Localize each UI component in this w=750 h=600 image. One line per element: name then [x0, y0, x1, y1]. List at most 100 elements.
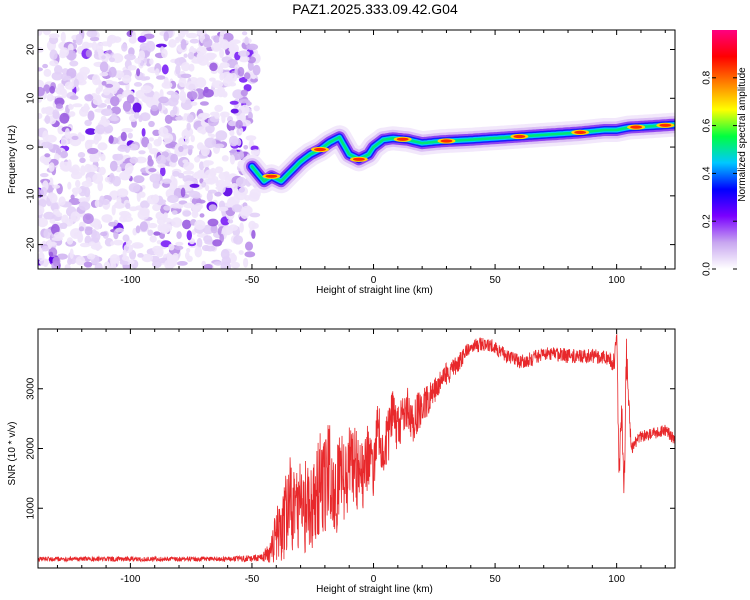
spectrogram-noise-blob: [38, 95, 43, 103]
spectrogram-noise-blob: [184, 135, 190, 144]
spectrogram-noise-blob: [40, 173, 49, 178]
spectrogram-noise-blob: [122, 234, 130, 242]
spectrogram-noise-blob: [229, 72, 238, 82]
spectrogram-hot-core: [396, 137, 409, 141]
spectrogram-noise-blob: [38, 86, 45, 97]
spectrogram-noise-blob: [153, 231, 161, 236]
spectrogram-noise-blob: [152, 180, 160, 189]
spectrogram-hot-core: [352, 157, 365, 161]
spectrogram-noise-blob: [132, 102, 142, 113]
spectrogram-noise-blob: [99, 195, 105, 204]
spectrogram-noise-blob: [250, 78, 258, 83]
spectrogram-noise-blob: [125, 202, 131, 209]
spectrogram-noise-blob: [159, 89, 164, 99]
spectrogram-noise-blob: [194, 246, 203, 258]
spectrogram-hot-core: [659, 123, 672, 127]
colorbar: 0.0 0.2 0.4 0.6 0.8 Normalized spectral ampl…: [702, 30, 748, 276]
spectrogram-noise-blob: [244, 72, 251, 80]
spectrogram-noise-blob: [233, 187, 239, 198]
spectrogram-noise-blob: [128, 143, 139, 151]
spectrogram-noise-blob: [87, 110, 95, 121]
spectrogram-noise-blob: [138, 115, 143, 123]
spectrogram-noise-blob: [138, 58, 145, 69]
spectrogram-noise-blob: [43, 107, 50, 114]
spectrogram-noise-blob: [216, 179, 227, 188]
snr-x-axis: -100 -50 0 50 100: [56, 329, 666, 585]
spectrogram-noise-blob: [204, 169, 216, 180]
colorbar-tick-label: 0.8: [702, 70, 713, 84]
spectrogram-x-label: Height of straight line (km): [316, 285, 433, 296]
spectrogram-noise-blob: [57, 83, 64, 91]
spectrogram-noise-blob: [214, 191, 222, 197]
spectrogram-noise-blob: [101, 214, 113, 223]
spectrogram-noise-blob: [181, 95, 186, 104]
spectrogram-noise-blob: [38, 205, 45, 216]
spectrogram-noise-blob: [200, 128, 206, 135]
spectrogram-noise-blob: [147, 222, 158, 229]
spectrogram-noise-blob: [91, 74, 101, 86]
spectrogram-noise-blob: [100, 153, 106, 162]
spectrogram-noise-blob: [92, 173, 104, 184]
spectrogram-noise-blob: [227, 219, 234, 224]
spectrogram-noise-blob: [239, 222, 244, 233]
spectrogram-noise-blob: [69, 60, 79, 67]
spectrogram-noise-blob: [136, 68, 141, 77]
spectrogram-noise-blob: [208, 204, 217, 212]
x-tick-label: -50: [245, 275, 260, 286]
spectrogram-noise-blob: [148, 120, 155, 128]
spectrogram-noise-blob: [197, 113, 208, 121]
spectrogram-noise-blob: [75, 179, 81, 188]
x-tick-label: 100: [608, 574, 625, 585]
spectrogram-noise-blob: [235, 176, 247, 188]
spectrogram-noise-blob: [129, 156, 139, 164]
spectrogram-noise-blob: [213, 261, 223, 266]
spectrogram-noise-blob: [241, 205, 253, 215]
spectrogram-noise-blob: [133, 175, 145, 184]
spectrogram-noise-blob: [109, 57, 115, 63]
spectrogram-noise-blob: [237, 66, 245, 77]
spectrogram-noise-blob: [231, 183, 238, 190]
spectrogram-noise-blob: [128, 206, 138, 212]
spectrogram-noise-blob: [182, 159, 189, 164]
spectrogram-noise-blob: [95, 124, 106, 135]
spectrogram-noise-blob: [170, 153, 179, 163]
spectrogram-noise-blob: [71, 164, 81, 175]
spectrogram-noise-blob: [48, 162, 55, 172]
spectrogram-noise-blob: [67, 181, 72, 190]
spectrogram-noise-blob: [42, 30, 52, 36]
spectrogram-noise-blob: [243, 257, 249, 268]
spectrogram-noise-blob: [181, 62, 191, 72]
spectrogram-noise-blob: [218, 206, 229, 212]
x-tick-label: 50: [490, 275, 502, 286]
spectrogram-noise-blob: [124, 53, 136, 61]
spectrogram-noise-blob: [49, 49, 58, 60]
spectrogram-noise-blob: [68, 104, 74, 110]
spectrogram-noise-blob: [250, 149, 261, 156]
spectrogram-noise-blob: [203, 160, 210, 169]
spectrogram-noise-blob: [135, 225, 141, 234]
spectrogram-noise-blob: [149, 58, 154, 65]
spectrogram-noise-blob: [194, 156, 201, 163]
spectrogram-noise-blob: [229, 130, 235, 136]
spectrogram-noise-blob: [139, 42, 150, 51]
spectrogram-noise-blob: [128, 36, 137, 44]
spectrogram-noise-blob: [230, 108, 239, 114]
spectrogram-noise-blob: [172, 178, 178, 188]
spectrogram-noise-blob: [158, 102, 162, 112]
spectrogram-noise-blob: [156, 75, 166, 80]
spectrogram-noise-field: [38, 30, 263, 269]
spectrogram-noise-blob: [109, 254, 120, 265]
spectrogram-noise-blob: [127, 65, 137, 71]
spectrogram-noise-blob: [223, 171, 230, 177]
spectrogram-hot-core: [314, 147, 326, 152]
x-tick-label: -50: [245, 574, 260, 585]
spectrogram-noise-blob: [124, 162, 134, 174]
spectrogram-noise-blob: [138, 50, 146, 61]
snr-panel: -100 -50 0 50 100 1000 2000 3000 Height of str…: [7, 328, 676, 595]
spectrogram-noise-blob: [177, 172, 185, 179]
spectrogram-noise-blob: [175, 64, 181, 75]
spectrogram-noise-blob: [137, 253, 144, 258]
spectrogram-noise-blob: [248, 192, 260, 202]
spectrogram-noise-blob: [231, 252, 236, 263]
